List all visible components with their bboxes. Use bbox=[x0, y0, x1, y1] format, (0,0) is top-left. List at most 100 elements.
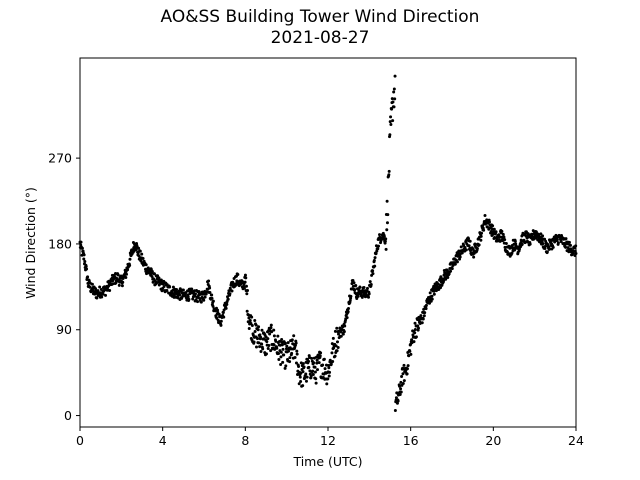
data-point bbox=[399, 380, 403, 384]
data-point bbox=[449, 269, 453, 273]
data-point bbox=[202, 298, 206, 302]
data-point bbox=[186, 295, 190, 299]
data-point bbox=[482, 228, 486, 232]
data-point bbox=[181, 288, 185, 292]
data-point bbox=[459, 245, 463, 249]
data-point bbox=[137, 246, 141, 250]
data-point bbox=[203, 295, 207, 299]
data-point bbox=[282, 353, 286, 357]
data-point bbox=[290, 351, 294, 355]
data-point bbox=[258, 345, 262, 349]
data-point bbox=[416, 324, 420, 328]
data-point bbox=[219, 319, 223, 323]
data-point bbox=[458, 255, 462, 259]
data-point bbox=[314, 377, 318, 381]
data-point bbox=[406, 364, 410, 368]
data-point bbox=[371, 269, 375, 273]
data-point bbox=[305, 375, 309, 379]
data-point bbox=[409, 352, 413, 356]
data-point bbox=[353, 288, 357, 292]
data-point bbox=[345, 316, 349, 320]
data-point bbox=[485, 225, 489, 229]
data-point bbox=[96, 289, 100, 293]
data-point bbox=[387, 173, 391, 177]
data-point bbox=[475, 246, 479, 250]
data-point bbox=[299, 371, 303, 375]
data-point bbox=[393, 408, 397, 412]
data-point bbox=[513, 239, 517, 243]
data-point bbox=[297, 365, 301, 369]
data-point bbox=[343, 324, 347, 328]
data-point bbox=[257, 341, 261, 345]
data-point bbox=[339, 334, 343, 338]
data-point bbox=[432, 289, 436, 293]
data-point bbox=[279, 362, 283, 366]
data-point bbox=[199, 300, 203, 304]
data-point bbox=[99, 288, 103, 292]
data-point bbox=[234, 283, 238, 287]
data-point bbox=[275, 346, 279, 350]
data-point bbox=[272, 334, 276, 338]
data-point bbox=[564, 237, 568, 241]
x-tick-label: 0 bbox=[76, 433, 84, 448]
data-point bbox=[280, 337, 284, 341]
data-point bbox=[264, 352, 268, 356]
data-point bbox=[393, 74, 397, 78]
data-point bbox=[294, 341, 298, 345]
data-point bbox=[313, 370, 317, 374]
data-point bbox=[295, 349, 299, 353]
x-tick-label: 12 bbox=[320, 433, 336, 448]
data-point bbox=[210, 293, 214, 297]
data-point bbox=[283, 341, 287, 345]
data-point bbox=[378, 233, 382, 237]
data-point bbox=[574, 244, 578, 248]
data-point bbox=[246, 288, 250, 292]
data-point bbox=[428, 301, 432, 305]
data-point bbox=[398, 392, 402, 396]
data-point bbox=[539, 232, 543, 236]
data-point bbox=[270, 330, 274, 334]
data-point bbox=[401, 372, 405, 376]
data-point bbox=[369, 283, 373, 287]
data-point bbox=[335, 340, 339, 344]
data-point bbox=[279, 355, 283, 359]
data-point bbox=[83, 259, 87, 263]
data-point bbox=[571, 251, 575, 255]
data-point bbox=[284, 347, 288, 351]
data-point bbox=[197, 289, 201, 293]
data-point bbox=[477, 243, 481, 247]
data-point bbox=[141, 256, 145, 260]
data-point bbox=[492, 227, 496, 231]
data-point bbox=[328, 370, 332, 374]
data-point bbox=[331, 336, 335, 340]
y-tick-label: 90 bbox=[56, 322, 72, 337]
data-point bbox=[528, 242, 532, 246]
data-point bbox=[559, 240, 563, 244]
data-point bbox=[430, 297, 434, 301]
data-point bbox=[245, 309, 249, 313]
data-point bbox=[315, 368, 319, 372]
data-point bbox=[307, 365, 311, 369]
data-point bbox=[277, 352, 281, 356]
data-point bbox=[335, 349, 339, 353]
data-point bbox=[101, 292, 105, 296]
data-point bbox=[330, 351, 334, 355]
data-point bbox=[412, 340, 416, 344]
data-point bbox=[276, 334, 280, 338]
data-point bbox=[387, 169, 391, 173]
data-point bbox=[513, 248, 517, 252]
data-point bbox=[172, 293, 176, 297]
data-point bbox=[304, 372, 308, 376]
data-point bbox=[211, 304, 215, 308]
data-point bbox=[311, 369, 315, 373]
data-point bbox=[480, 231, 484, 235]
data-point bbox=[292, 334, 296, 338]
data-point bbox=[351, 279, 355, 283]
data-point bbox=[472, 255, 476, 259]
data-point bbox=[267, 343, 271, 347]
data-point bbox=[317, 361, 321, 365]
data-point bbox=[408, 349, 412, 353]
data-point bbox=[430, 294, 434, 298]
data-point bbox=[510, 251, 514, 255]
